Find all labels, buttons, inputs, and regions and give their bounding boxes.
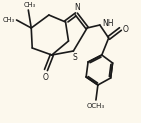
- Text: NH: NH: [102, 20, 113, 29]
- Text: OCH₃: OCH₃: [87, 103, 105, 109]
- Text: N: N: [74, 3, 80, 12]
- Text: CH₃: CH₃: [23, 2, 35, 8]
- Text: CH₃: CH₃: [2, 17, 15, 23]
- Text: S: S: [73, 53, 78, 62]
- Text: O: O: [43, 73, 49, 82]
- Text: O: O: [122, 24, 128, 33]
